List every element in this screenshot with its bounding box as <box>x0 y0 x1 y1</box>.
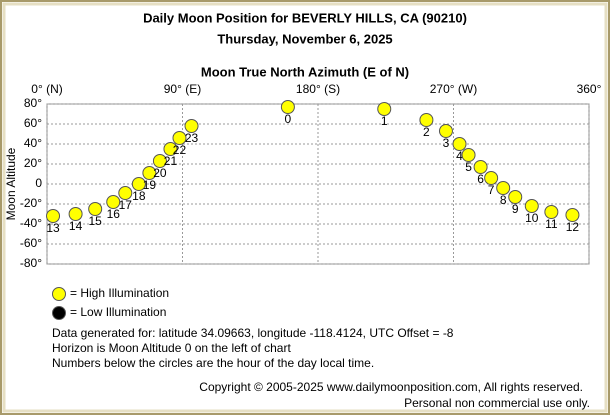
legend-marker <box>52 306 66 320</box>
legend-marker <box>52 287 66 301</box>
y-axis-title: Moon Altitude <box>4 147 18 220</box>
copyright: Personal non commercial use only. <box>404 396 590 410</box>
x-tick-label: 270° (W) <box>430 82 477 96</box>
x-tick-label: 90° (E) <box>164 82 201 96</box>
hour-label: 0 <box>285 112 292 126</box>
hour-label: 13 <box>46 221 60 235</box>
y-tick-label: 60° <box>24 116 42 130</box>
note: Horizon is Moon Altitude 0 on the left o… <box>52 341 291 355</box>
hour-label: 19 <box>143 178 157 192</box>
moon-point <box>46 209 61 223</box>
chart-subtitle: Thursday, November 6, 2025 <box>217 31 392 46</box>
y-tick-label: 0 <box>35 176 42 190</box>
hour-label: 5 <box>465 160 472 174</box>
moon-point <box>508 190 523 204</box>
moon-point <box>172 131 187 145</box>
moon-point <box>452 137 467 151</box>
moon-point <box>544 205 559 219</box>
moon-point <box>280 100 295 114</box>
x-tick-label: 360° <box>577 82 602 96</box>
y-tick-label: 80° <box>24 96 42 110</box>
hour-label: 8 <box>500 193 507 207</box>
hour-label: 14 <box>69 219 83 233</box>
moon-point <box>496 181 511 195</box>
moon-point <box>484 171 499 185</box>
y-tick-label: -20° <box>20 196 42 210</box>
hour-label: 9 <box>512 202 519 216</box>
legend-label: = Low Illumination <box>70 305 166 319</box>
hour-label: 17 <box>119 198 133 212</box>
note: Data generated for: latitude 34.09663, l… <box>52 326 454 340</box>
hour-label: 2 <box>423 125 430 139</box>
moon-point <box>524 199 539 213</box>
hour-label: 10 <box>525 211 539 225</box>
hour-label: 1 <box>381 114 388 128</box>
note: Numbers below the circles are the hour o… <box>52 356 374 370</box>
hour-label: 16 <box>107 207 121 221</box>
moon-point <box>142 166 157 180</box>
y-tick-label: -60° <box>20 236 42 250</box>
hour-label: 3 <box>443 136 450 150</box>
moon-point <box>118 186 133 200</box>
hour-label: 6 <box>477 172 484 186</box>
moon-point <box>461 148 476 162</box>
hour-label: 22 <box>173 143 187 157</box>
x-tick-label: 180° (S) <box>296 82 340 96</box>
y-tick-label: -80° <box>20 256 42 270</box>
moon-point <box>419 113 434 127</box>
chart-title: Daily Moon Position for BEVERLY HILLS, C… <box>143 10 467 25</box>
hour-label: 20 <box>153 166 167 180</box>
frame-inner <box>2 2 608 413</box>
hour-label: 18 <box>132 189 146 203</box>
hour-label: 4 <box>456 149 463 163</box>
x-axis-title: Moon True North Azimuth (E of N) <box>201 64 409 79</box>
y-tick-label: 20° <box>24 156 42 170</box>
moon-point <box>565 208 580 222</box>
copyright: Copyright © 2005-2025 www.dailymoonposit… <box>199 380 583 394</box>
moon-point <box>473 160 488 174</box>
hour-label: 15 <box>88 214 102 228</box>
moon-point <box>106 195 121 209</box>
hour-label: 12 <box>566 220 580 234</box>
hour-label: 23 <box>185 131 199 145</box>
moon-point <box>88 202 103 216</box>
hour-label: 7 <box>488 183 495 197</box>
x-tick-label: 0° (N) <box>31 82 62 96</box>
moon-point <box>163 142 178 156</box>
moon-point <box>152 154 167 168</box>
y-tick-label: -40° <box>20 216 42 230</box>
legend-label: = High Illumination <box>70 286 169 300</box>
y-tick-label: 40° <box>24 136 42 150</box>
moon-point <box>68 207 83 221</box>
moon-point <box>184 119 199 133</box>
moon-point <box>131 177 146 191</box>
moon-point <box>438 124 453 138</box>
moon-point <box>377 102 392 116</box>
hour-label: 11 <box>545 217 558 231</box>
hour-label: 21 <box>164 154 178 168</box>
